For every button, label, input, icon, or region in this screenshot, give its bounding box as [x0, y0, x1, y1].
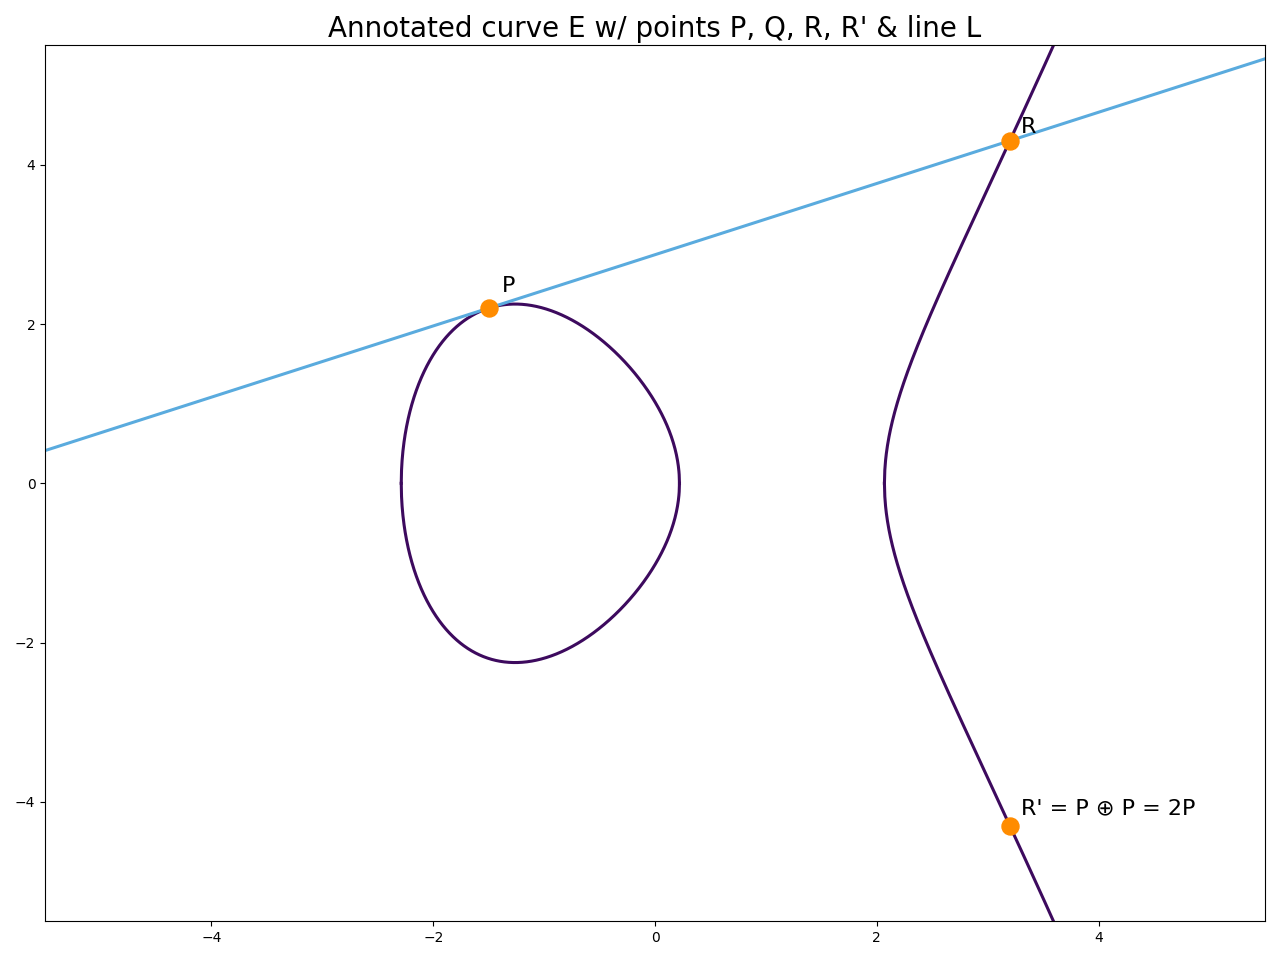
Text: R' = P ⊕ P = 2P: R' = P ⊕ P = 2P	[1021, 798, 1196, 818]
Text: P: P	[502, 276, 516, 297]
Title: Annotated curve E w/ points P, Q, R, R' & line L: Annotated curve E w/ points P, Q, R, R' …	[329, 15, 982, 43]
Point	[1000, 818, 1020, 833]
Point	[1000, 133, 1020, 149]
Point	[479, 300, 499, 316]
Text: R: R	[1021, 117, 1037, 136]
